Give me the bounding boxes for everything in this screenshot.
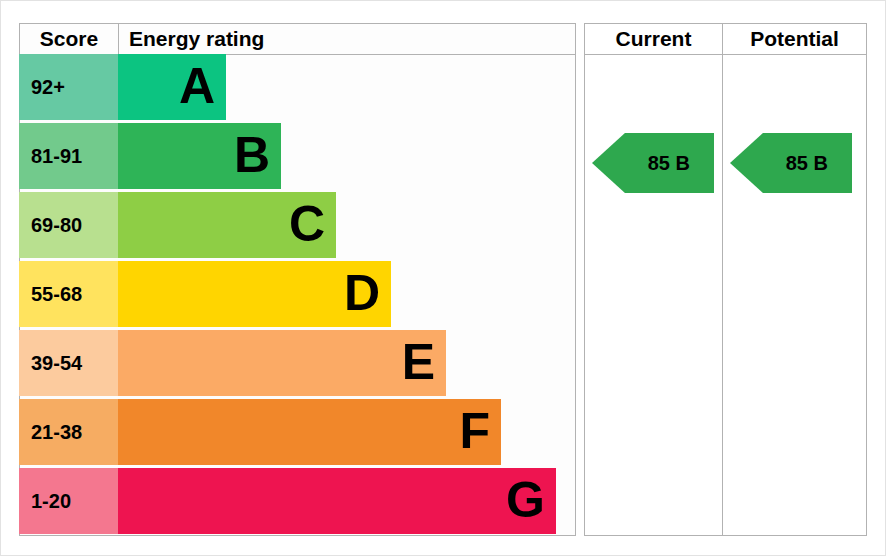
band-bar-a: A	[118, 54, 226, 120]
current-rating-label: 85 B	[616, 152, 690, 175]
band-letter-a: A	[179, 61, 215, 111]
band-letter-d: D	[344, 268, 380, 318]
band-letter-f: F	[459, 406, 490, 456]
current-column-header: Current	[585, 24, 723, 54]
band-bar-f: F	[118, 399, 501, 465]
band-letter-e: E	[402, 337, 435, 387]
score-column-header: Score	[20, 24, 119, 54]
band-score-range-d: 55-68	[19, 261, 118, 327]
band-letter-c: C	[289, 199, 325, 249]
band-score-range-c: 69-80	[19, 192, 118, 258]
band-score-range-g: 1-20	[19, 468, 118, 534]
epc-energy-rating-chart: Score Energy rating Current Potential 92…	[0, 0, 886, 556]
potential-column-header: Potential	[723, 24, 866, 54]
potential-rating-label: 85 B	[754, 152, 828, 175]
band-bar-c: C	[118, 192, 336, 258]
band-score-range-b: 81-91	[19, 123, 118, 189]
band-letter-g: G	[506, 475, 545, 525]
current-potential-table-frame: Current Potential	[584, 23, 867, 536]
current-potential-header: Current Potential	[585, 24, 866, 55]
band-score-range-e: 39-54	[19, 330, 118, 396]
band-bar-e: E	[118, 330, 446, 396]
band-letter-b: B	[234, 130, 270, 180]
band-score-range-a: 92+	[19, 54, 118, 120]
energy-rating-column-header: Energy rating	[119, 24, 575, 54]
band-bar-g: G	[118, 468, 556, 534]
band-bar-b: B	[118, 123, 281, 189]
rating-table-header: Score Energy rating	[20, 24, 575, 55]
band-bar-d: D	[118, 261, 391, 327]
column-divider-line	[722, 54, 723, 535]
band-score-range-f: 21-38	[19, 399, 118, 465]
